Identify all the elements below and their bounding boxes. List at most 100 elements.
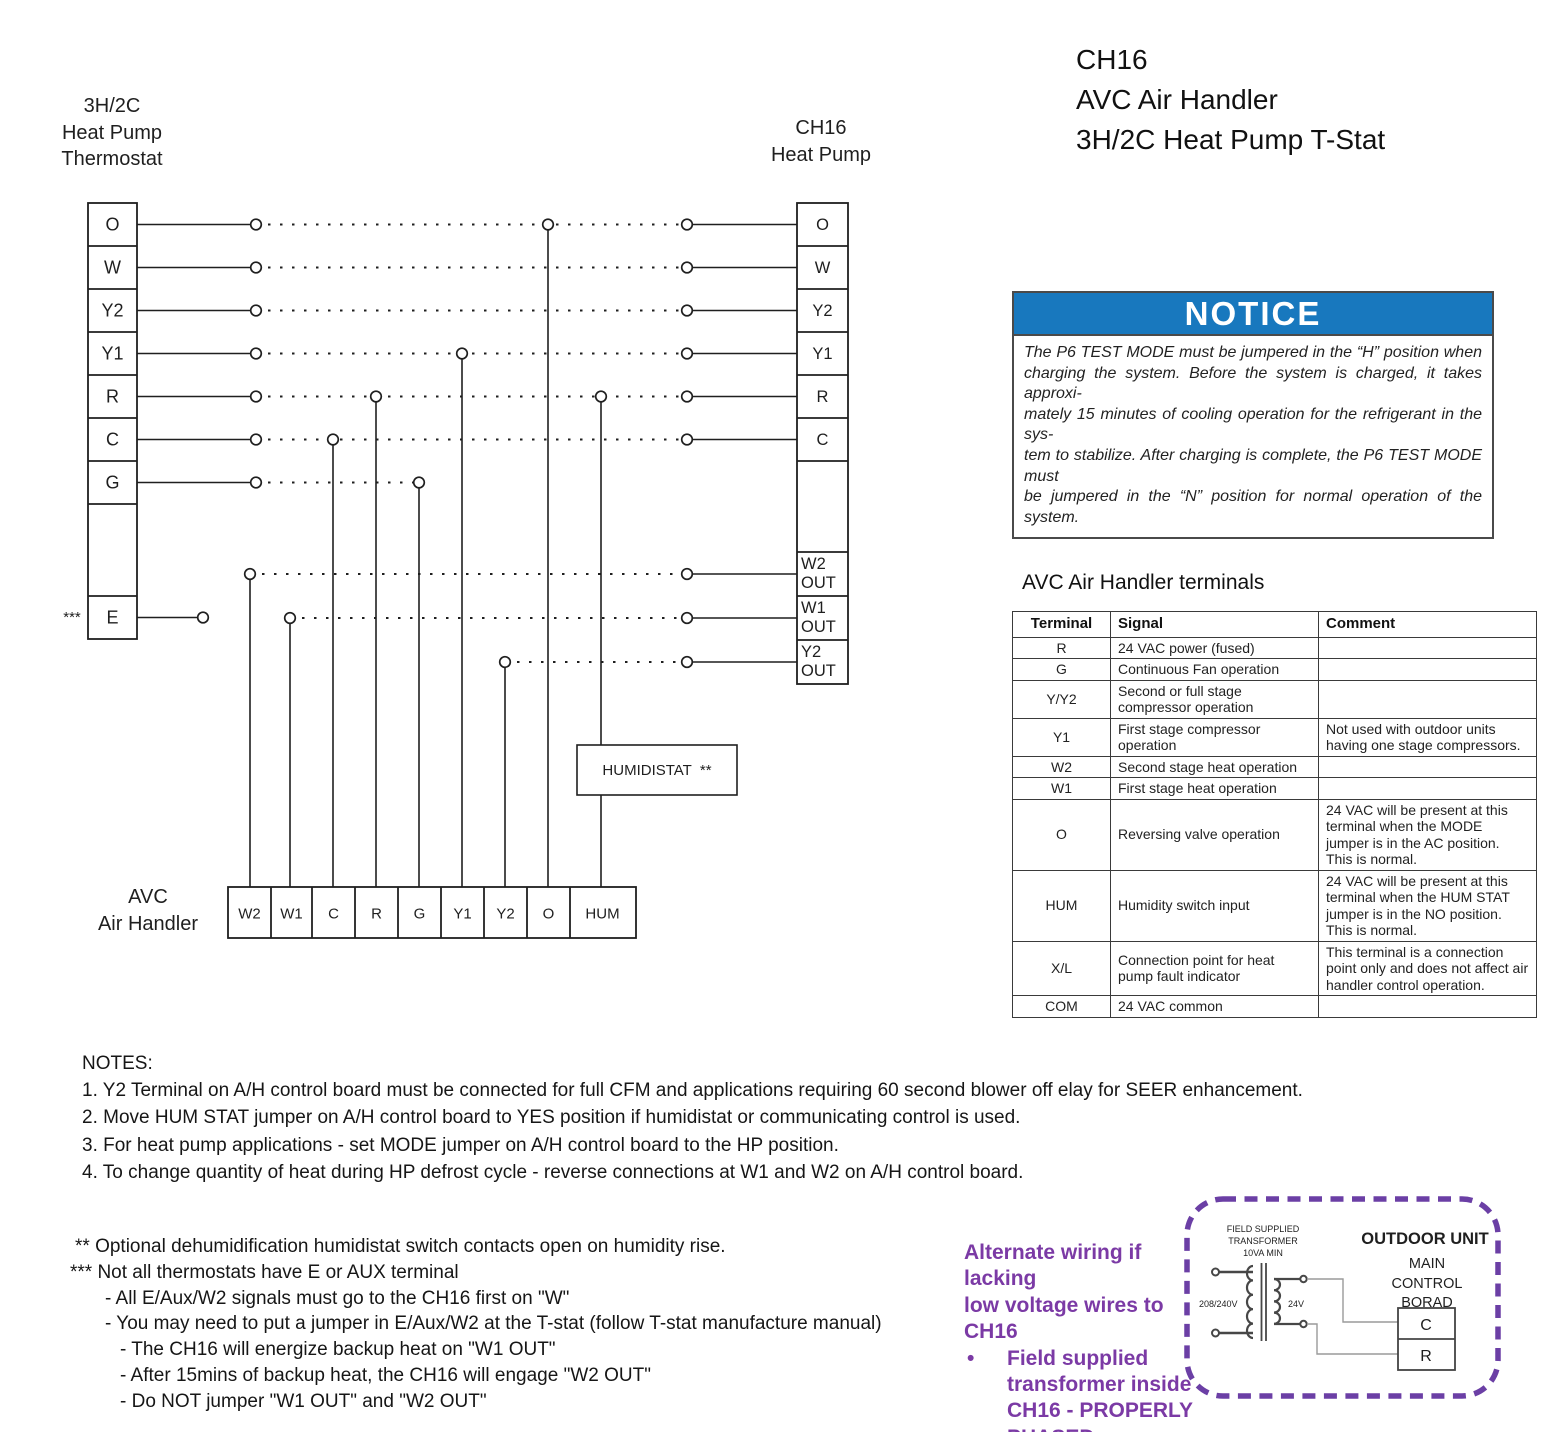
table-header-row: Terminal Signal Comment <box>1012 611 1537 638</box>
thermostat-terminal-block <box>87 202 138 640</box>
label-line: Heat Pump <box>771 144 871 166</box>
label-line: Thermostat <box>61 148 163 170</box>
terminal-label: R <box>817 388 829 406</box>
cell-terminal: W2 <box>1012 755 1111 778</box>
air-handler-label: AVC Air Handler <box>98 886 198 935</box>
cell-terminal: HUM <box>1012 869 1111 942</box>
terminal-label: R <box>106 387 119 407</box>
terminal-label: W2 <box>238 906 261 923</box>
transformer-symbol <box>1211 1263 1308 1341</box>
terminal-label: E <box>106 608 118 628</box>
alternate-wiring-line: low voltage wires to CH16 <box>964 1293 1164 1344</box>
humidistat-label: HUMIDISTAT ** <box>602 762 711 779</box>
alternate-wiring-diagram: FIELD SUPPLIED TRANSFORMER 10VA MIN 208/… <box>1184 1196 1501 1399</box>
note-item: 3. For heat pump applications - set MODE… <box>82 1134 839 1156</box>
footnote-line: - You may need to put a jumper in E/Aux/… <box>105 1313 882 1335</box>
terminal-label: O <box>543 906 555 923</box>
cell-terminal: W1 <box>1012 777 1111 800</box>
bullet-icon: • <box>967 1346 975 1370</box>
notice-body-line: be jumpered in the “N” position for norm… <box>1024 488 1482 526</box>
terminal-label: O <box>816 216 829 234</box>
alternate-wiring-bullet-line: transformer inside <box>964 1372 1199 1398</box>
board-line: BORAD <box>1401 1295 1453 1311</box>
cell-signal: Second or full stage compressor operatio… <box>1110 679 1319 719</box>
label-line: 3H/2C <box>84 95 141 117</box>
note-item: 1. Y2 Terminal on A/H control board must… <box>82 1080 1303 1102</box>
notes-section: NOTES: 1. Y2 Terminal on A/H control boa… <box>82 1050 1303 1186</box>
cell-terminal: Y/Y2 <box>1012 679 1111 719</box>
footnote-line: - The CH16 will energize backup heat on … <box>120 1339 556 1361</box>
terminal-label: W1 <box>280 906 303 923</box>
thermostat-block-label: 3H/2C Heat Pump Thermostat <box>61 95 163 170</box>
terminal-label: HUM <box>585 906 619 923</box>
column-header-comment: Comment <box>1318 611 1537 638</box>
terminal-label: W1 <box>801 599 826 617</box>
table-row: X/L Connection point for heat pump fault… <box>1012 940 1537 996</box>
terminal-label: Y2 <box>801 643 821 661</box>
terminal-label: O <box>105 215 119 235</box>
outdoor-unit-title: OUTDOOR UNIT <box>1361 1230 1488 1248</box>
column-header-signal: Signal <box>1110 611 1319 638</box>
cell-terminal: O <box>1012 798 1111 871</box>
notice-body-line: tem to stabilize. After charging is comp… <box>1024 446 1482 485</box>
humidistat-box: HUMIDISTAT ** <box>576 744 738 796</box>
cell-comment <box>1318 658 1537 681</box>
board-terminal-c: C <box>1420 1317 1432 1334</box>
label-line: CH16 <box>795 117 846 139</box>
footnote-line: ** Optional dehumidification humidistat … <box>75 1236 726 1257</box>
terminal-label: W <box>815 259 831 277</box>
terminals-table-heading: AVC Air Handler terminals <box>1022 571 1265 594</box>
primary-voltage-label: 208/240V <box>1199 1299 1238 1309</box>
terminal-label: G <box>105 473 119 493</box>
notice-body-line: The P6 TEST MODE must be jumpered in the… <box>1024 344 1482 361</box>
bullet-text: Field supplied <box>1007 1346 1149 1370</box>
notice-header: NOTICE <box>1014 293 1492 336</box>
cell-comment <box>1318 679 1537 719</box>
alternate-wiring-bullet-line: CH16 - PROPERLY <box>964 1398 1199 1424</box>
terminals-table: Terminal Signal Comment R 24 VAC power (… <box>1012 611 1537 1018</box>
wiring-diagram: HUMIDISTAT ** O W Y2 <box>61 95 871 939</box>
caption-line: FIELD SUPPLIED <box>1227 1224 1300 1234</box>
cell-signal: 24 VAC common <box>1110 995 1319 1018</box>
cell-comment <box>1318 777 1537 800</box>
alternate-wiring-bullet-line: PHASED <box>964 1425 1199 1432</box>
bullet-icon <box>964 1372 1007 1398</box>
ch16-out-labels: W2 OUT W1 OUT Y2 OUT <box>801 555 836 680</box>
thermostat-terminal-labels: O W Y2 Y1 R C G E *** <box>63 215 123 628</box>
air-handler-terminal-strip <box>227 886 637 939</box>
footnotes-section: ** Optional dehumidification humidistat … <box>70 1234 882 1415</box>
ch16-block-label: CH16 Heat Pump <box>771 117 871 166</box>
connection-nodes <box>196 218 694 669</box>
transformer-caption: FIELD SUPPLIED TRANSFORMER 10VA MIN <box>1227 1224 1300 1258</box>
cell-comment: 24 VAC will be present at this terminal … <box>1318 798 1537 871</box>
dashed-border <box>1184 1196 1501 1399</box>
notice-body-line: charging the system. Before the system i… <box>1024 364 1482 403</box>
cell-comment <box>1318 636 1537 659</box>
cell-terminal: R <box>1012 636 1111 659</box>
page-title-line: 3H/2C Heat Pump T-Stat <box>1076 124 1386 155</box>
terminal-label: C <box>106 430 119 450</box>
table-row: W2 Second stage heat operation <box>1012 755 1537 778</box>
bullet-text: CH16 - PROPERLY <box>1007 1399 1193 1423</box>
note-item: 4. To change quantity of heat during HP … <box>82 1161 1024 1183</box>
table-row: Y/Y2 Second or full stage compressor ope… <box>1012 679 1537 719</box>
terminal-label: C <box>817 431 829 449</box>
terminal-label: Y1 <box>101 344 123 364</box>
terminal-label: Y1 <box>453 906 471 923</box>
ch16-terminal-block <box>796 202 849 685</box>
bullet-icon <box>964 1398 1007 1424</box>
table-row: G Continuous Fan operation <box>1012 658 1537 681</box>
cell-signal: 24 VAC power (fused) <box>1110 636 1319 659</box>
notice-box: NOTICE The P6 TEST MODE must be jumpered… <box>1012 291 1494 540</box>
caption-line: TRANSFORMER <box>1228 1236 1298 1246</box>
cell-signal: First stage heat operation <box>1110 777 1319 800</box>
cell-terminal: Y1 <box>1012 717 1111 757</box>
cell-signal: Reversing valve operation <box>1110 798 1319 871</box>
cell-comment: Not used with outdoor units having one s… <box>1318 717 1537 757</box>
table-row: COM 24 VAC common <box>1012 995 1537 1018</box>
board-wires <box>1307 1278 1398 1355</box>
bullet-text: transformer inside <box>1007 1373 1192 1397</box>
page-title-line: AVC Air Handler <box>1076 84 1278 115</box>
terminal-label: Y1 <box>812 345 832 363</box>
